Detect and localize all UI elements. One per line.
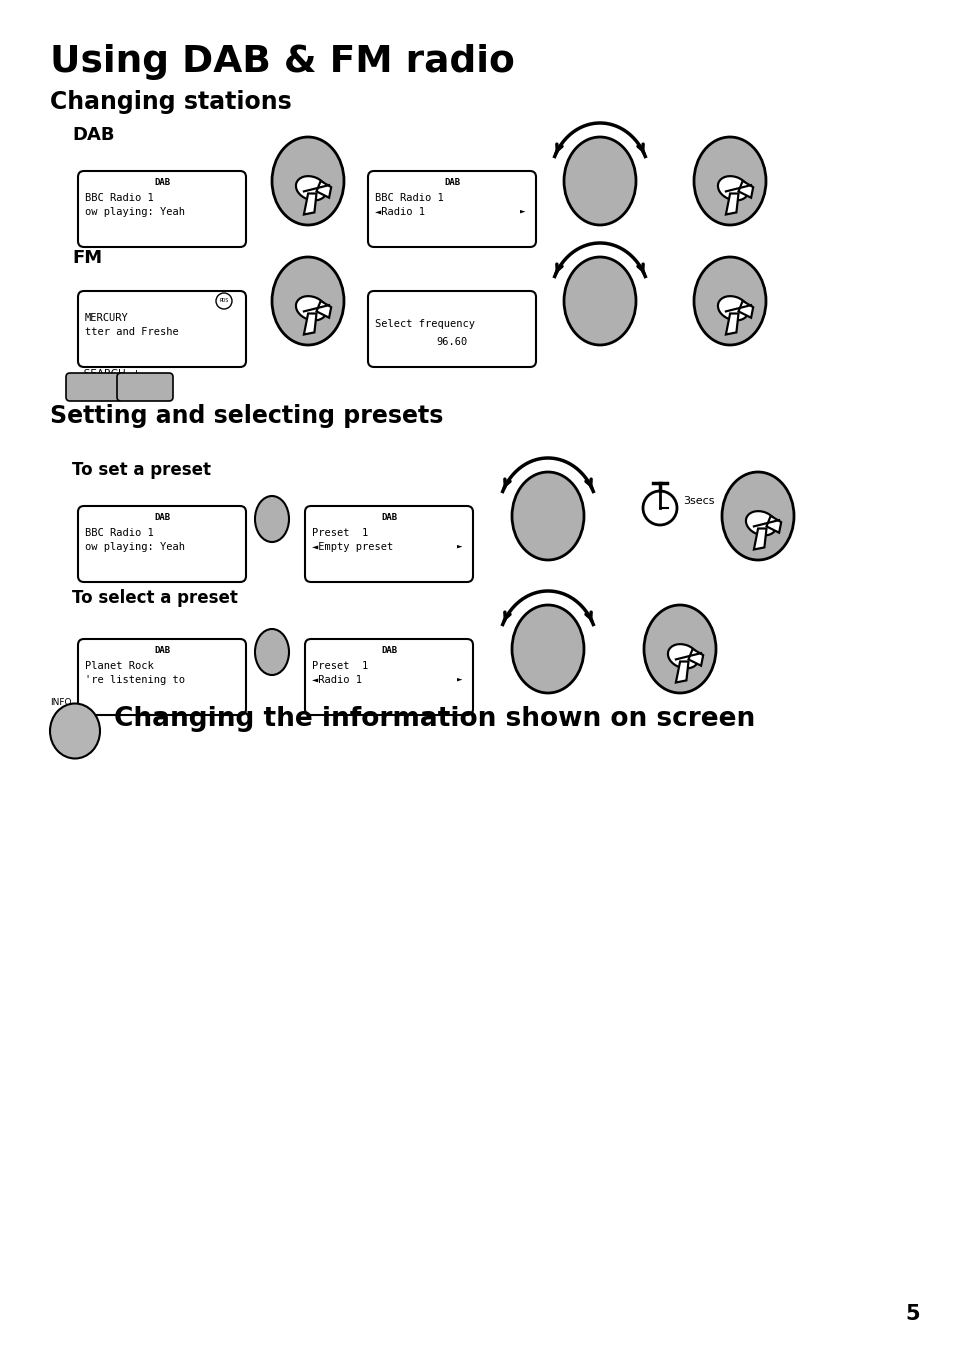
FancyBboxPatch shape: [305, 639, 473, 715]
Text: 5: 5: [904, 1304, 919, 1324]
Text: Preset  1: Preset 1: [312, 528, 368, 538]
Text: tter and Freshe: tter and Freshe: [85, 328, 178, 337]
Ellipse shape: [721, 473, 793, 561]
Polygon shape: [304, 314, 316, 334]
Text: ◄Radio 1: ◄Radio 1: [375, 207, 424, 217]
Text: Changing the information shown on screen: Changing the information shown on screen: [113, 705, 755, 733]
Text: MERCURY: MERCURY: [85, 313, 129, 324]
FancyBboxPatch shape: [78, 291, 246, 367]
Text: ►: ►: [456, 676, 462, 684]
Ellipse shape: [512, 605, 583, 693]
FancyBboxPatch shape: [66, 372, 122, 401]
Polygon shape: [688, 649, 702, 666]
Ellipse shape: [272, 257, 344, 345]
Polygon shape: [316, 301, 331, 318]
Ellipse shape: [667, 645, 698, 669]
Text: ow playing: Yeah: ow playing: Yeah: [85, 542, 185, 552]
Ellipse shape: [563, 257, 636, 345]
Text: DAB: DAB: [380, 513, 396, 523]
Text: DAB: DAB: [71, 126, 114, 144]
Text: DAB: DAB: [443, 177, 459, 187]
Text: RDS: RDS: [219, 298, 229, 302]
Text: PRESETS: PRESETS: [253, 517, 291, 525]
FancyBboxPatch shape: [305, 506, 473, 582]
Text: ►: ►: [456, 542, 462, 551]
Text: DAB: DAB: [153, 646, 170, 655]
Ellipse shape: [295, 297, 326, 321]
Text: ow playing: Yeah: ow playing: Yeah: [85, 207, 185, 217]
Text: To select a preset: To select a preset: [71, 589, 237, 607]
Ellipse shape: [563, 137, 636, 225]
FancyBboxPatch shape: [368, 291, 536, 367]
Polygon shape: [304, 194, 316, 214]
Ellipse shape: [643, 605, 716, 693]
Text: To set a preset: To set a preset: [71, 460, 211, 479]
Text: DAB: DAB: [153, 513, 170, 523]
Circle shape: [215, 292, 232, 309]
Text: BBC Radio 1: BBC Radio 1: [85, 528, 153, 538]
Text: ◄Empty preset: ◄Empty preset: [312, 542, 393, 552]
Ellipse shape: [254, 496, 289, 542]
Text: DAB: DAB: [153, 177, 170, 187]
Polygon shape: [765, 516, 781, 532]
FancyBboxPatch shape: [78, 506, 246, 582]
Text: DAB: DAB: [380, 646, 396, 655]
FancyBboxPatch shape: [117, 372, 172, 401]
Circle shape: [642, 492, 677, 525]
Ellipse shape: [718, 297, 748, 321]
Polygon shape: [738, 301, 753, 318]
Text: BBC Radio 1: BBC Radio 1: [375, 194, 443, 203]
Text: 96.60: 96.60: [436, 337, 467, 347]
Text: INFO: INFO: [50, 699, 71, 707]
Ellipse shape: [295, 176, 326, 200]
FancyBboxPatch shape: [368, 171, 536, 246]
Polygon shape: [725, 314, 738, 334]
Text: Using DAB & FM radio: Using DAB & FM radio: [50, 43, 515, 80]
Ellipse shape: [272, 137, 344, 225]
Text: 3secs: 3secs: [682, 496, 714, 506]
Text: PRESETS: PRESETS: [253, 650, 291, 659]
Text: Setting and selecting presets: Setting and selecting presets: [50, 403, 443, 428]
Text: ►: ►: [519, 207, 525, 217]
Ellipse shape: [50, 704, 100, 758]
Text: ◄Radio 1: ◄Radio 1: [312, 676, 361, 685]
Polygon shape: [675, 662, 688, 682]
FancyBboxPatch shape: [78, 171, 246, 246]
Ellipse shape: [254, 630, 289, 676]
Text: BBC Radio 1: BBC Radio 1: [85, 194, 153, 203]
FancyBboxPatch shape: [78, 639, 246, 715]
Polygon shape: [316, 181, 331, 198]
Ellipse shape: [693, 257, 765, 345]
Text: Select frequency: Select frequency: [375, 320, 475, 329]
Polygon shape: [738, 181, 753, 198]
Text: 're listening to: 're listening to: [85, 676, 185, 685]
Text: FM: FM: [71, 249, 102, 267]
Text: Preset  1: Preset 1: [312, 661, 368, 672]
Polygon shape: [753, 528, 765, 550]
Ellipse shape: [693, 137, 765, 225]
Ellipse shape: [718, 176, 748, 200]
Text: –  SEARCH  +: – SEARCH +: [71, 370, 141, 379]
Ellipse shape: [745, 510, 776, 535]
Polygon shape: [725, 194, 738, 214]
Text: Planet Rock: Planet Rock: [85, 661, 153, 672]
Ellipse shape: [512, 473, 583, 561]
Text: Changing stations: Changing stations: [50, 89, 292, 114]
